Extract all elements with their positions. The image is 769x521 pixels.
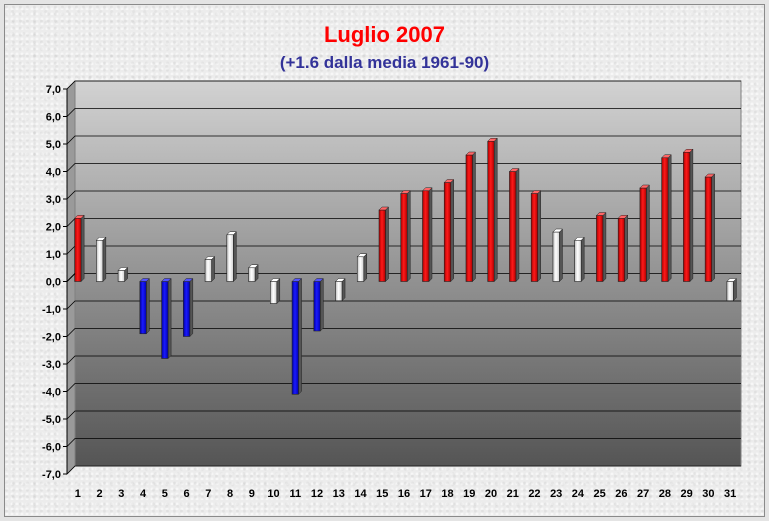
- chart-title: Luglio 2007: [323, 22, 446, 47]
- bar-day-3: [117, 266, 129, 283]
- x-tick-label: 4: [140, 488, 147, 500]
- x-axis: 1 2 3 4 5 6 7 8 9 10 11 12 13 14 15 16 17 18 19 20 21 22 23 24 2…: [66, 273, 736, 500]
- x-tick-label: 19: [463, 488, 475, 500]
- bars: [74, 137, 737, 395]
- bar-day-8: [226, 231, 237, 283]
- y-tick-label: 2,0: [46, 222, 61, 234]
- bar-day-28: [661, 154, 672, 283]
- y-tick-label: 3,0: [46, 194, 61, 206]
- x-tick-label: 3: [118, 488, 124, 500]
- bar-day-14: [356, 253, 368, 283]
- bar-day-2: [95, 236, 107, 283]
- bar-day-20: [487, 137, 498, 283]
- y-tick-label: -6,0: [42, 442, 61, 454]
- x-tick-label: 23: [550, 488, 562, 500]
- y-tick-label: -2,0: [42, 332, 61, 344]
- bar-day-16: [400, 189, 411, 283]
- x-tick-label: 1: [75, 488, 81, 500]
- bar-day-29: [682, 148, 694, 283]
- x-tick-label: 8: [227, 488, 233, 500]
- bar-day-30: [704, 173, 716, 283]
- bar-day-5: [160, 277, 172, 360]
- x-tick-label: 25: [594, 488, 606, 500]
- bar-day-10: [269, 277, 281, 305]
- bar-day-12: [313, 277, 324, 332]
- bar-day-18: [443, 178, 455, 283]
- x-tick-label: 2: [97, 488, 103, 500]
- bar-day-15: [378, 206, 390, 283]
- y-tick-label: -7,0: [42, 469, 61, 481]
- bar-day-22: [530, 189, 542, 283]
- bar-day-19: [465, 151, 477, 283]
- y-tick-label: -5,0: [42, 414, 61, 426]
- y-axis: -7,0 -6,0 -5,0 -4,0 -3,0 -2,0 -1,0 0,0 1,0 2,0 3,0…: [42, 84, 67, 481]
- x-tick-label: 31: [724, 488, 736, 500]
- x-tick-label: 20: [485, 488, 497, 500]
- x-tick-label: 15: [376, 488, 388, 500]
- bar-day-4: [139, 277, 150, 335]
- x-tick-label: 26: [615, 488, 627, 500]
- x-tick-label: 28: [659, 488, 671, 500]
- y-tick-label: -3,0: [42, 359, 61, 371]
- bar-day-24: [574, 236, 585, 283]
- bar-day-11: [291, 277, 303, 395]
- x-tick-label: 14: [354, 488, 367, 500]
- y-tick-label: -4,0: [42, 387, 61, 399]
- x-tick-label: 7: [205, 488, 211, 500]
- x-tick-label: 13: [333, 488, 345, 500]
- chart-subtitle: (+1.6 dalla media 1961-90): [279, 53, 490, 72]
- bar-day-17: [421, 187, 433, 283]
- bar-day-27: [639, 184, 651, 283]
- bar-day-26: [617, 214, 629, 283]
- x-tick-label: 30: [702, 488, 714, 500]
- x-tick-label: 18: [441, 488, 453, 500]
- x-tick-label: 22: [528, 488, 540, 500]
- y-tick-label: 7,0: [46, 84, 61, 96]
- y-tick-label: 4,0: [46, 167, 61, 179]
- y-tick-label: 6,0: [46, 112, 61, 124]
- y-tick-label: 5,0: [46, 139, 61, 151]
- x-tick-label: 29: [681, 488, 693, 500]
- x-tick-label: 16: [398, 488, 410, 500]
- x-tick-label: 5: [162, 488, 168, 500]
- bar-day-1: [74, 214, 85, 283]
- x-tick-label: 27: [637, 488, 649, 500]
- x-tick-label: 21: [507, 488, 519, 500]
- bar-day-21: [508, 167, 520, 283]
- x-tick-label: 11: [289, 488, 301, 500]
- y-tick-label: 1,0: [46, 249, 61, 261]
- x-tick-label: 6: [184, 488, 190, 500]
- bar-day-31: [726, 277, 737, 302]
- bar-day-9: [247, 264, 259, 283]
- x-tick-label: 17: [420, 488, 432, 500]
- x-tick-label: 10: [267, 488, 279, 500]
- bar-day-6: [182, 277, 194, 338]
- bar-day-7: [204, 255, 216, 283]
- bar-day-25: [595, 211, 607, 283]
- y-tick-label: 0,0: [46, 277, 61, 289]
- y-tick-label: -1,0: [42, 304, 61, 316]
- bar-day-13: [334, 277, 346, 302]
- x-tick-label: 24: [572, 488, 585, 500]
- x-tick-label: 12: [311, 488, 323, 500]
- x-tick-label: 9: [249, 488, 255, 500]
- bar-day-23: [552, 228, 564, 283]
